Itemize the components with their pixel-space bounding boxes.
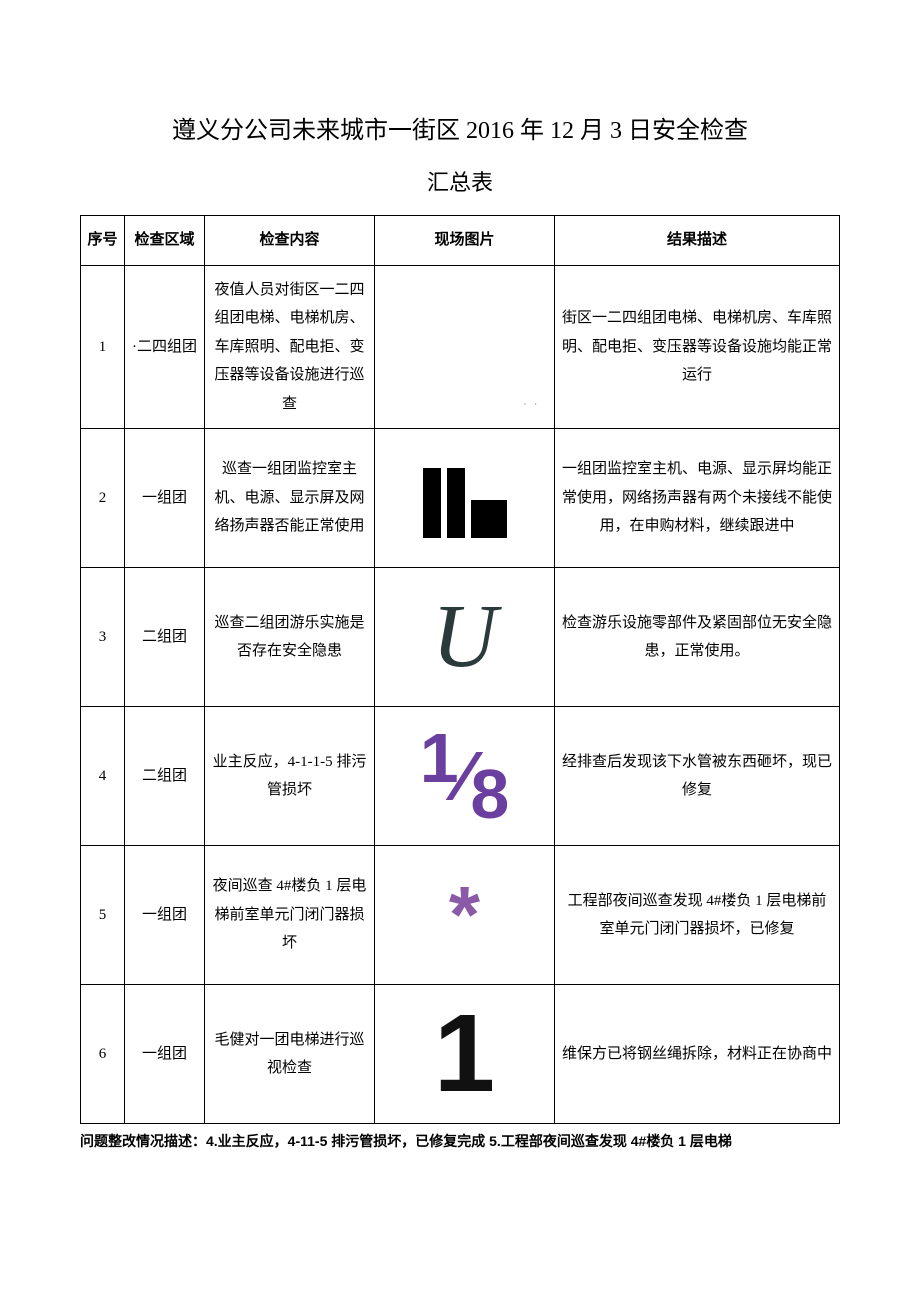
page-title-sub: 汇总表 [80, 165, 840, 197]
page-title-main: 遵义分公司未来城市一街区 2016 年 12 月 3 日安全检查 [80, 110, 840, 145]
th-item: 检查内容 [205, 216, 375, 266]
cell-seq: 4 [81, 707, 125, 846]
cell-image: U [375, 568, 555, 707]
cell-image: · · [375, 265, 555, 429]
table-row: 1·二四组团夜值人员对街区一二四组团电梯、电梯机房、车库照明、配电拒、变压器等设… [81, 265, 840, 429]
placeholder-asterisk-icon: * [449, 891, 480, 939]
placeholder-one-eighth-icon: 1⁄8 [420, 730, 510, 822]
cell-result: 工程部夜间巡查发现 4#楼负 1 层电梯前室单元门闭门器损坏，已修复 [555, 846, 840, 985]
table-row: 6一组团毛健对一团电梯进行巡视检查 1 维保方已将钢丝绳拆除，材料正在协商中 [81, 985, 840, 1124]
cell-seq: 6 [81, 985, 125, 1124]
cell-area: 二组团 [125, 568, 205, 707]
cell-area: 一组团 [125, 429, 205, 568]
cell-result: 街区一二四组团电梯、电梯机房、车库照明、配电拒、变压器等设备设施均能正常运行 [555, 265, 840, 429]
cell-seq: 5 [81, 846, 125, 985]
cell-area: ·二四组团 [125, 265, 205, 429]
cell-seq: 3 [81, 568, 125, 707]
cell-image: 1⁄8 [375, 707, 555, 846]
table-row: 2一组团巡查一组团监控室主机、电源、显示屏及网络扬声器否能正常使用 一组团监控室主… [81, 429, 840, 568]
cell-image: 1 [375, 985, 555, 1124]
cell-seq: 2 [81, 429, 125, 568]
th-seq: 序号 [81, 216, 125, 266]
footer-note: 问题整改情况描述：4.业主反应，4-11-5 排污管损坏，已修复完成 5.工程部… [80, 1130, 840, 1152]
cell-seq: 1 [81, 265, 125, 429]
cell-item: 夜值人员对街区一二四组团电梯、电梯机房、车库照明、配电拒、变压器等设备设施进行巡… [205, 265, 375, 429]
th-area: 检查区域 [125, 216, 205, 266]
cell-result: 一组团监控室主机、电源、显示屏均能正常使用，网络扬声器有两个未接线不能使用，在申… [555, 429, 840, 568]
cell-item: 业主反应，4-1-1-5 排污管损坏 [205, 707, 375, 846]
table-row: 4二组团业主反应，4-1-1-5 排污管损坏 1⁄8 经排查后发现该下水管被东西砸坏… [81, 707, 840, 846]
th-image: 现场图片 [375, 216, 555, 266]
cell-item: 巡查一组团监控室主机、电源、显示屏及网络扬声器否能正常使用 [205, 429, 375, 568]
placeholder-bars-icon [423, 458, 507, 538]
cell-item: 毛健对一团电梯进行巡视检查 [205, 985, 375, 1124]
placeholder-one-icon: 1 [434, 1010, 495, 1098]
th-result: 结果描述 [555, 216, 840, 266]
cell-result: 维保方已将钢丝绳拆除，材料正在协商中 [555, 985, 840, 1124]
cell-area: 一组团 [125, 846, 205, 985]
table-header-row: 序号 检查区域 检查内容 现场图片 结果描述 [81, 216, 840, 266]
table-row: 5一组团夜间巡查 4#楼负 1 层电梯前室单元门闭门器损坏 * 工程部夜间巡查发现 … [81, 846, 840, 985]
cell-area: 一组团 [125, 985, 205, 1124]
placeholder-u-icon: U [432, 592, 497, 682]
cell-item: 夜间巡查 4#楼负 1 层电梯前室单元门闭门器损坏 [205, 846, 375, 985]
cell-result: 经排查后发现该下水管被东西砸坏，现已修复 [555, 707, 840, 846]
cell-image: * [375, 846, 555, 985]
inspection-table: 序号 检查区域 检查内容 现场图片 结果描述 1·二四组团夜值人员对街区一二四组… [80, 215, 840, 1124]
placeholder-dots-icon: · · [524, 397, 550, 412]
cell-result: 检查游乐设施零部件及紧固部位无安全隐患，正常使用。 [555, 568, 840, 707]
cell-item: 巡查二组团游乐实施是否存在安全隐患 [205, 568, 375, 707]
table-row: 3二组团巡查二组团游乐实施是否存在安全隐患 U 检查游乐设施零部件及紧固部位无安全隐… [81, 568, 840, 707]
cell-image [375, 429, 555, 568]
cell-area: 二组团 [125, 707, 205, 846]
